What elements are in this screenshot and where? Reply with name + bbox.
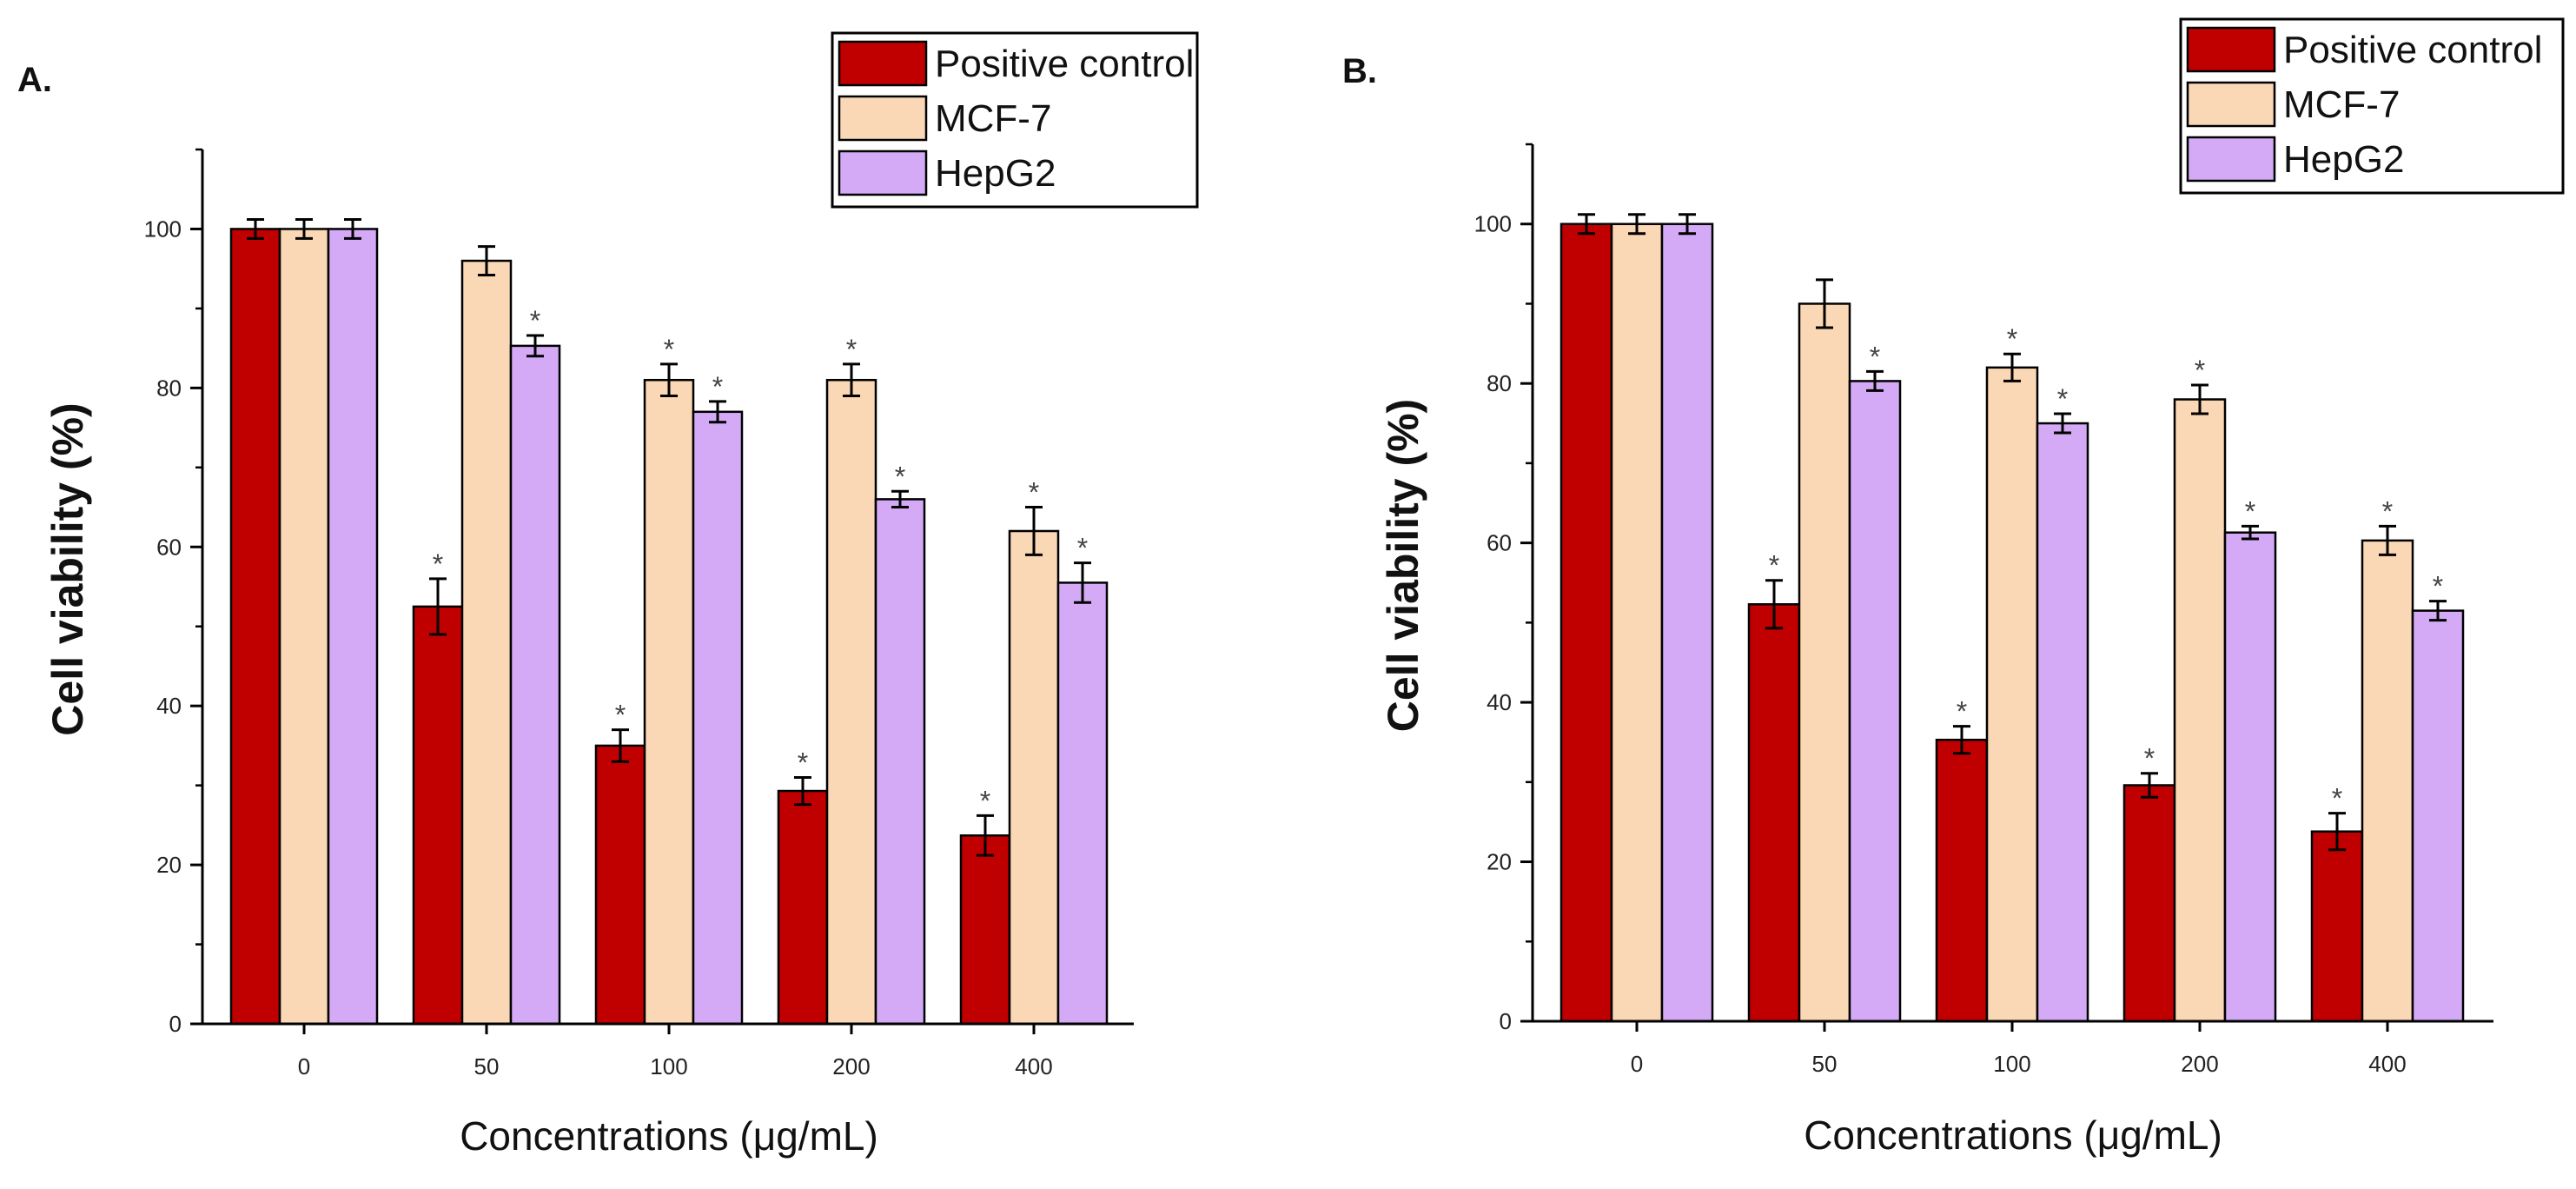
y-tick-label: 0 [1500, 1008, 1512, 1034]
bar [643, 378, 695, 1026]
legend-swatch [838, 149, 928, 196]
x-tick-label: 0 [298, 1053, 310, 1079]
x-tick-label: 200 [832, 1053, 870, 1079]
bar [2361, 539, 2414, 1023]
y-tick-label: 80 [156, 375, 182, 401]
significance-star: * [1870, 341, 1880, 372]
bar [2122, 784, 2176, 1023]
significance-star: * [1029, 477, 1039, 508]
bar [2411, 609, 2465, 1023]
bar [1985, 366, 2039, 1023]
legend-swatch [2186, 26, 2276, 73]
bar [1660, 223, 1714, 1023]
significance-star: * [1077, 533, 1088, 564]
bar [509, 344, 561, 1026]
significance-star: * [664, 334, 674, 365]
y-axis-title: Cell viability (%) [43, 402, 92, 735]
legend-label: HepG2 [2283, 138, 2404, 181]
y-tick-label: 0 [169, 1011, 182, 1037]
legend-label: MCF-7 [2283, 83, 2400, 126]
significance-star: * [712, 371, 723, 402]
bar [959, 834, 1011, 1026]
x-tick-label: 100 [1993, 1051, 2030, 1077]
significance-star: * [980, 785, 990, 816]
bar [2223, 531, 2277, 1023]
bar [1935, 738, 1989, 1023]
chart-panel-b: B. 0 * * 50 * * * 100 * * * 200 * * * 400 0 20 40 60 80 100 Cel… [1342, 17, 2565, 1158]
significance-star: * [1769, 550, 1779, 581]
y-tick-label: 40 [156, 693, 182, 719]
bar [1747, 603, 1801, 1023]
bar [327, 228, 379, 1026]
x-tick-label: 400 [1015, 1053, 1052, 1079]
y-tick-label: 100 [1474, 211, 1512, 237]
panel-label: A. [17, 61, 52, 99]
x-axis-title: Concentrations (μg/mL) [1804, 1113, 2222, 1158]
significance-star: * [2144, 743, 2155, 774]
significance-star: * [798, 747, 808, 778]
panel-label: B. [1342, 52, 1377, 90]
bar [594, 744, 646, 1026]
bar [412, 605, 464, 1026]
legend-swatch [838, 95, 928, 142]
significance-star: * [1957, 696, 1967, 727]
x-tick-label: 100 [650, 1053, 687, 1079]
bar [1560, 223, 1613, 1023]
bar [1610, 223, 1664, 1023]
y-axis-title: Cell viability (%) [1379, 399, 1427, 732]
bar [2036, 422, 2089, 1023]
significance-star: * [2332, 783, 2342, 814]
x-tick-label: 400 [2368, 1051, 2406, 1077]
significance-star: * [2195, 355, 2205, 386]
bar [229, 228, 281, 1026]
legend-label: HepG2 [935, 152, 1056, 195]
y-tick-label: 20 [156, 852, 182, 878]
bar [1056, 581, 1109, 1026]
x-tick-label: 50 [474, 1053, 500, 1079]
y-tick-label: 60 [1487, 530, 1512, 556]
bar [777, 789, 829, 1026]
y-tick-label: 60 [156, 534, 182, 560]
y-tick-label: 20 [1487, 849, 1512, 875]
bar [460, 259, 513, 1026]
bar [1798, 302, 1851, 1023]
bar [278, 228, 330, 1026]
significance-star: * [2245, 495, 2255, 527]
bar [2173, 398, 2227, 1023]
significance-star: * [2382, 495, 2393, 527]
significance-star: * [846, 334, 857, 365]
bar [874, 498, 926, 1026]
bar [1008, 529, 1060, 1026]
significance-star: * [895, 461, 905, 492]
significance-star: * [530, 305, 540, 336]
legend-swatch [2186, 81, 2276, 128]
y-tick-label: 100 [144, 216, 182, 242]
significance-star: * [2057, 383, 2068, 415]
significance-star: * [433, 548, 443, 580]
bar [1848, 380, 1902, 1023]
x-tick-label: 200 [2181, 1051, 2218, 1077]
bar [825, 378, 877, 1026]
bar [2310, 830, 2364, 1023]
legend-label: Positive control [2283, 29, 2542, 71]
legend: Positive control MCF-7 HepG2 [831, 31, 1199, 209]
x-tick-label: 50 [1812, 1051, 1838, 1077]
chart-panel-a: A. 0 * * 50 * * * 100 * * * 200 * * * 400 0 20 40 60 80 100 Cel… [17, 31, 1199, 1159]
legend: Positive control MCF-7 HepG2 [2179, 17, 2565, 195]
legend-label: MCF-7 [935, 97, 1051, 140]
significance-star: * [615, 700, 626, 731]
significance-star: * [2007, 323, 2017, 355]
legend-label: Positive control [935, 43, 1194, 85]
x-axis-title: Concentrations (μg/mL) [460, 1113, 878, 1159]
x-tick-label: 0 [1631, 1051, 1643, 1077]
significance-star: * [2433, 571, 2443, 602]
legend-swatch [838, 40, 928, 87]
y-tick-label: 80 [1487, 370, 1512, 396]
y-tick-label: 40 [1487, 689, 1512, 715]
legend-swatch [2186, 136, 2276, 183]
bar [692, 410, 744, 1026]
